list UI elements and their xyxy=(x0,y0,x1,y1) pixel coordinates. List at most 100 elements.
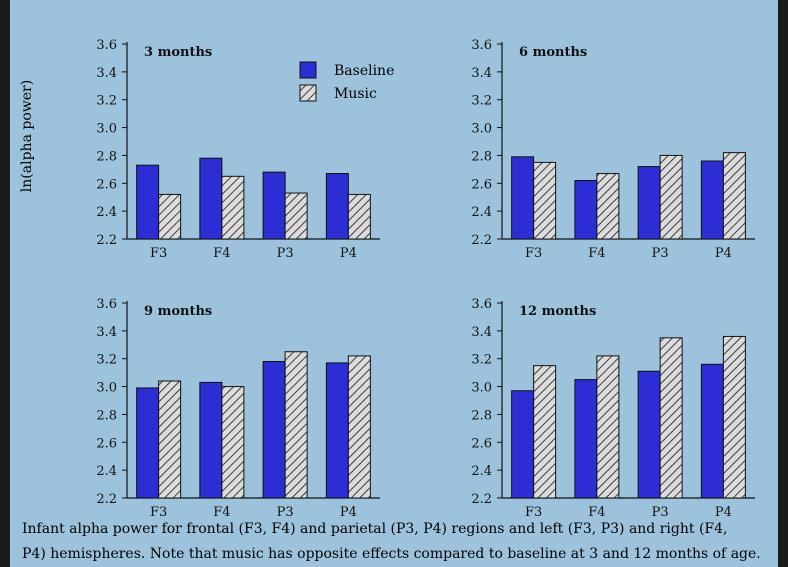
y-tick-label: 3.6 xyxy=(471,297,492,312)
music-bar xyxy=(158,193,182,240)
chart-panels: 2.2 2.4 2.6 2.8 3.0 3.2 3.4 3.6 3 months F3 F4 P3 P4… xyxy=(96,38,755,520)
x-tick-label: P4 xyxy=(340,246,357,261)
y-tick-label: 3.0 xyxy=(471,122,492,137)
x-tick-label: P3 xyxy=(652,505,669,520)
baseline-bar xyxy=(637,370,661,499)
music-bar xyxy=(659,154,683,240)
panel-title: 6 months xyxy=(519,45,587,60)
legend: Baseline Music xyxy=(299,61,394,102)
chart-panel: 2.2 2.4 2.6 2.8 3.0 3.2 3.4 3.6 6 months F3 F4 P3 P4 xyxy=(471,38,755,261)
y-tick-label: 3.0 xyxy=(471,381,492,396)
y-tick-label: 3.2 xyxy=(96,94,117,109)
baseline-bar xyxy=(136,387,160,499)
right-edge-frame xyxy=(778,0,788,567)
chart-panel: 2.2 2.4 2.6 2.8 3.0 3.2 3.4 3.6 12 months F3 F4 P3 P… xyxy=(471,297,755,520)
music-bar xyxy=(722,152,746,240)
baseline-bar xyxy=(199,157,223,240)
baseline-bar xyxy=(325,173,349,240)
y-tick-label: 3.0 xyxy=(96,122,117,137)
y-tick-label: 2.6 xyxy=(96,177,117,192)
panel-title: 12 months xyxy=(519,304,596,319)
y-tick-label: 3.6 xyxy=(471,38,492,53)
y-tick-label: 2.4 xyxy=(471,205,492,220)
x-tick-label: F3 xyxy=(525,246,542,261)
y-tick-label: 2.4 xyxy=(96,464,117,479)
y-tick-label: 2.6 xyxy=(471,177,492,192)
panel-title: 3 months xyxy=(144,45,212,60)
baseline-bar xyxy=(700,160,724,240)
caption-line-1: Infant alpha power for frontal (F3, F4) … xyxy=(22,521,727,537)
y-tick-label: 3.4 xyxy=(471,66,492,81)
music-bar xyxy=(221,386,245,499)
baseline-bar xyxy=(574,379,598,499)
music-bar xyxy=(596,355,620,499)
music-bar xyxy=(659,337,683,499)
y-tick-label: 2.8 xyxy=(471,408,492,423)
x-tick-label: P4 xyxy=(715,505,732,520)
y-tick-label: 3.4 xyxy=(96,66,117,81)
music-bar xyxy=(533,161,557,240)
x-tick-label: F4 xyxy=(213,246,230,261)
y-tick-label: 2.4 xyxy=(96,205,117,220)
y-tick-label: 2.6 xyxy=(471,436,492,451)
chart-panel: 2.2 2.4 2.6 2.8 3.0 3.2 3.4 3.6 3 months F3 F4 P3 P4 xyxy=(96,38,380,261)
y-tick-label: 2.6 xyxy=(96,436,117,451)
baseline-bar xyxy=(199,381,223,499)
x-tick-label: F4 xyxy=(213,505,230,520)
baseline-bar xyxy=(262,171,286,240)
baseline-bar xyxy=(511,156,535,240)
x-tick-label: F4 xyxy=(588,246,605,261)
baseline-bar xyxy=(511,390,535,499)
baseline-bar xyxy=(700,363,724,499)
music-bar xyxy=(722,335,746,499)
y-tick-label: 3.2 xyxy=(471,353,492,368)
y-tick-label: 3.0 xyxy=(96,381,117,396)
y-tick-label: 2.8 xyxy=(96,408,117,423)
music-bar xyxy=(533,365,557,499)
x-tick-label: P4 xyxy=(340,505,357,520)
legend-music-label: Music xyxy=(334,86,377,102)
y-axis-label: ln(alpha power) xyxy=(19,80,35,192)
x-tick-label: F3 xyxy=(525,505,542,520)
baseline-bar xyxy=(262,361,286,499)
baseline-bar xyxy=(136,164,160,240)
music-bar xyxy=(347,355,371,499)
y-tick-label: 3.4 xyxy=(471,325,492,340)
y-tick-label: 2.2 xyxy=(471,233,492,248)
y-tick-label: 3.2 xyxy=(471,94,492,109)
music-bar xyxy=(284,192,308,240)
legend-baseline-swatch xyxy=(299,61,317,79)
y-tick-label: 2.8 xyxy=(471,149,492,164)
x-tick-label: P3 xyxy=(277,505,294,520)
legend-baseline-label: Baseline xyxy=(334,63,394,79)
y-tick-label: 2.2 xyxy=(96,492,117,507)
left-edge-frame xyxy=(0,0,10,567)
chart-panel: 2.2 2.4 2.6 2.8 3.0 3.2 3.4 3.6 9 months F3 F4 P3 P4 xyxy=(96,297,380,520)
y-tick-label: 3.6 xyxy=(96,297,117,312)
music-bar xyxy=(284,351,308,499)
music-bar xyxy=(158,380,182,499)
x-tick-label: P3 xyxy=(277,246,294,261)
music-bar xyxy=(347,193,371,240)
baseline-bar xyxy=(574,180,598,240)
panel-title: 9 months xyxy=(144,304,212,319)
x-tick-label: F4 xyxy=(588,505,605,520)
y-tick-label: 2.2 xyxy=(471,492,492,507)
baseline-bar xyxy=(637,166,661,240)
y-tick-label: 3.2 xyxy=(96,353,117,368)
x-tick-label: F3 xyxy=(150,246,167,261)
music-bar xyxy=(596,173,620,240)
y-tick-label: 3.4 xyxy=(96,325,117,340)
x-tick-label: P4 xyxy=(715,246,732,261)
y-tick-label: 2.8 xyxy=(96,149,117,164)
baseline-bar xyxy=(325,362,349,499)
x-tick-label: F3 xyxy=(150,505,167,520)
y-tick-label: 3.6 xyxy=(96,38,117,53)
y-tick-label: 2.2 xyxy=(96,233,117,248)
caption-line-2: P4) hemispheres. Note that music has opp… xyxy=(22,546,761,562)
music-bar xyxy=(221,175,245,240)
x-tick-label: P3 xyxy=(652,246,669,261)
legend-music-swatch xyxy=(299,84,317,102)
y-tick-label: 2.4 xyxy=(471,464,492,479)
